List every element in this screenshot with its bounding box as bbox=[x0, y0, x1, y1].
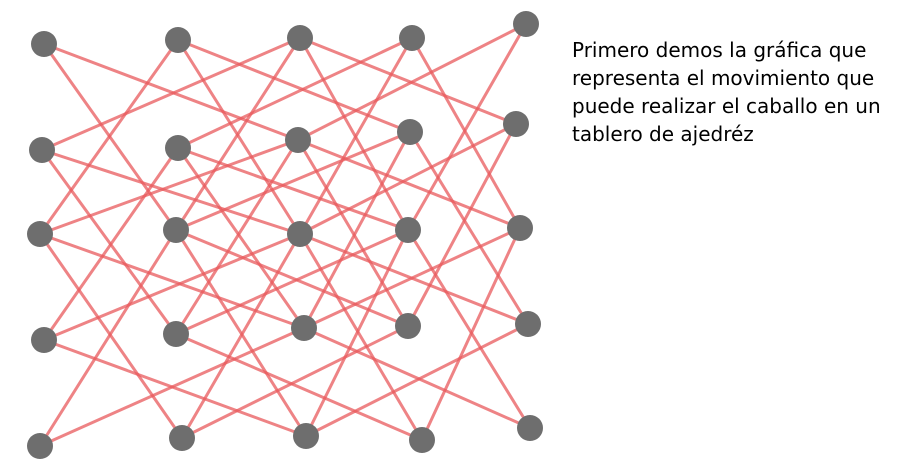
caption-text: Primero demos la gráfica que representa … bbox=[572, 38, 881, 146]
knight-edge bbox=[176, 38, 302, 236]
graph-node-r0-c4 bbox=[513, 11, 539, 37]
graph-node-r2-c1 bbox=[163, 217, 189, 243]
graph-node-r1-c4 bbox=[503, 111, 529, 137]
graph-node-r2-c0 bbox=[27, 221, 53, 247]
graph-node-r2-c2 bbox=[287, 221, 313, 247]
graph-node-r2-c4 bbox=[507, 215, 533, 241]
graph-node-r1-c0 bbox=[29, 137, 55, 163]
knight-edge bbox=[42, 232, 302, 342]
graph-node-r3-c1 bbox=[163, 321, 189, 347]
graph-node-r0-c0 bbox=[31, 31, 57, 57]
knight-edge bbox=[304, 322, 530, 438]
knight-edge bbox=[302, 326, 532, 430]
knight-edge bbox=[38, 38, 180, 236]
knight-edge bbox=[304, 228, 410, 438]
graph-node-r1-c3 bbox=[397, 119, 423, 145]
graph-node-r2-c3 bbox=[395, 217, 421, 243]
knight-edge bbox=[408, 130, 530, 326]
nodes-layer bbox=[27, 11, 543, 459]
knight-edge bbox=[42, 42, 300, 142]
knight-edge bbox=[38, 326, 306, 448]
knight-edge bbox=[302, 130, 412, 330]
graph-node-r0-c1 bbox=[165, 27, 191, 53]
knight-edge bbox=[176, 38, 412, 134]
knight-edge bbox=[40, 148, 178, 336]
knight-edge bbox=[298, 36, 410, 232]
knight-edge bbox=[40, 148, 302, 236]
graph-node-r4-c1 bbox=[169, 425, 195, 451]
knight-edge bbox=[298, 122, 518, 236]
knight-edge bbox=[176, 36, 414, 150]
knight-edge bbox=[180, 232, 302, 440]
graph-node-r3-c2 bbox=[291, 315, 317, 341]
knight-edge bbox=[38, 138, 300, 236]
graph-node-r1-c1 bbox=[165, 135, 191, 161]
graph-node-r3-c3 bbox=[395, 313, 421, 339]
knight-edge bbox=[174, 36, 302, 232]
knight-graph bbox=[27, 11, 543, 459]
graph-node-r3-c4 bbox=[515, 311, 541, 337]
graph-node-r0-c2 bbox=[287, 25, 313, 51]
knight-edge bbox=[40, 36, 302, 152]
knight-edge bbox=[176, 146, 306, 330]
graph-node-r0-c3 bbox=[399, 25, 425, 51]
knight-edge bbox=[174, 138, 300, 336]
knight-edge bbox=[38, 232, 306, 330]
graph-node-r4-c4 bbox=[517, 415, 543, 441]
graph-node-r3-c0 bbox=[31, 327, 57, 353]
knight-edge bbox=[298, 36, 518, 126]
knight-edge bbox=[174, 332, 424, 442]
knight-edge bbox=[42, 146, 180, 342]
knight-edge bbox=[180, 324, 410, 440]
knight-edge bbox=[176, 146, 410, 232]
knight-edge bbox=[296, 138, 522, 230]
knight-edge bbox=[42, 338, 308, 438]
knight-edge bbox=[302, 226, 522, 330]
knight-edge bbox=[174, 228, 308, 438]
knight-edge bbox=[410, 36, 522, 230]
knight-edge bbox=[406, 22, 528, 232]
knight-edge bbox=[420, 226, 522, 442]
knight-edge bbox=[174, 130, 412, 232]
knight-edge bbox=[298, 36, 414, 236]
knight-edge bbox=[38, 228, 178, 448]
knight-edge bbox=[406, 228, 532, 430]
knight-edge bbox=[298, 232, 530, 326]
knight-edge bbox=[296, 22, 528, 142]
knight-edge bbox=[406, 122, 518, 328]
graph-node-r4-c2 bbox=[293, 423, 319, 449]
graph-node-r4-c3 bbox=[409, 427, 435, 453]
edges-layer bbox=[38, 22, 532, 448]
graph-node-r1-c2 bbox=[285, 127, 311, 153]
graph-node-r4-c0 bbox=[27, 433, 53, 459]
knight-edge bbox=[174, 228, 410, 336]
